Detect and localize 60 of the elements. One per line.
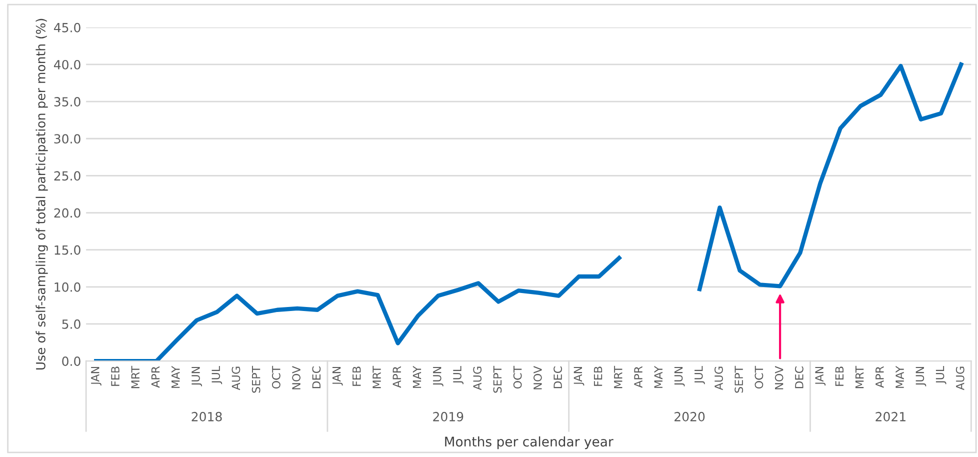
text: 2020: [674, 412, 705, 422]
x-tick-label: OCT: [754, 366, 764, 389]
x-tick-label: JAN: [815, 366, 826, 386]
text: 2021: [876, 412, 906, 422]
x-tick-label: AUG: [232, 366, 240, 390]
x-tick-label: SEPT: [493, 366, 502, 393]
x-tick-label: APR: [876, 366, 884, 388]
y-tick-label: 10.0: [54, 282, 80, 292]
x-tick-label: APR: [151, 366, 160, 388]
text: 2018: [192, 412, 222, 422]
x-tick-label: MAY: [654, 366, 662, 388]
x-tick-label: MRT: [131, 366, 140, 388]
x-tick-label: FEB: [111, 366, 120, 386]
x-tick-label: DEC: [794, 366, 804, 388]
x-tick-label: OCT: [272, 366, 280, 389]
x-tick-label: JUN: [433, 366, 444, 386]
y-tick-label: 0.0: [62, 356, 80, 366]
x-tick-label: DEC: [554, 366, 562, 388]
x-tick-label: MAY: [172, 366, 180, 388]
y-axis-title: Use of self-sampling of total participation per month (%): [36, 18, 48, 370]
x-tick-label: JUN: [674, 366, 685, 386]
x-tick-label: MRT: [614, 366, 622, 388]
y-tick-label: 20.0: [54, 208, 80, 218]
x-tick-label: AUG: [714, 366, 723, 390]
x-tick-label: JUN: [192, 366, 202, 386]
x-tick-label: JUL: [694, 366, 705, 384]
x-tick-label: JAN: [332, 366, 343, 386]
x-tick-label: JAN: [91, 366, 102, 386]
x-tick-label: JUL: [936, 366, 946, 384]
x-tick-label: DEC: [312, 366, 321, 388]
x-tick-label: APR: [392, 366, 401, 388]
y-tick-label: 45.0: [54, 22, 80, 32]
x-tick-label: MAY: [896, 366, 904, 388]
x-tick-label: APR: [634, 366, 642, 388]
x-tick-label: JAN: [574, 366, 584, 386]
y-tick-label: 40.0: [54, 60, 80, 70]
x-tick-label: JUN: [916, 366, 926, 386]
x-tick-label: MRT: [372, 366, 381, 388]
x-tick-label: JUL: [453, 366, 464, 384]
x-tick-label: OCT: [513, 366, 522, 389]
x-tick-label: FEB: [835, 366, 844, 386]
y-tick-label: 30.0: [54, 134, 80, 144]
x-tick-label: AUG: [473, 366, 482, 390]
x-tick-label: AUG: [956, 366, 964, 390]
x-tick-label: NOV: [292, 366, 301, 390]
y-tick-label: 15.0: [54, 245, 80, 255]
y-tick-label: 25.0: [54, 171, 80, 181]
x-tick-label: JUL: [212, 366, 222, 384]
y-tick-label: 35.0: [54, 97, 80, 106]
x-tick-label: MAY: [412, 366, 422, 388]
x-tick-label: SEPT: [252, 366, 260, 393]
x-axis-title: Months per calendar year: [445, 436, 614, 450]
x-tick-label: NOV: [533, 366, 542, 390]
x-tick-label: FEB: [594, 366, 602, 386]
x-tick-label: FEB: [352, 366, 361, 386]
y-tick-label: 5.0: [62, 319, 80, 329]
x-tick-label: MRT: [855, 366, 864, 388]
text: 2019: [433, 412, 464, 422]
x-tick-label: NOV: [774, 366, 784, 390]
x-tick-label: SEPT: [734, 366, 744, 393]
